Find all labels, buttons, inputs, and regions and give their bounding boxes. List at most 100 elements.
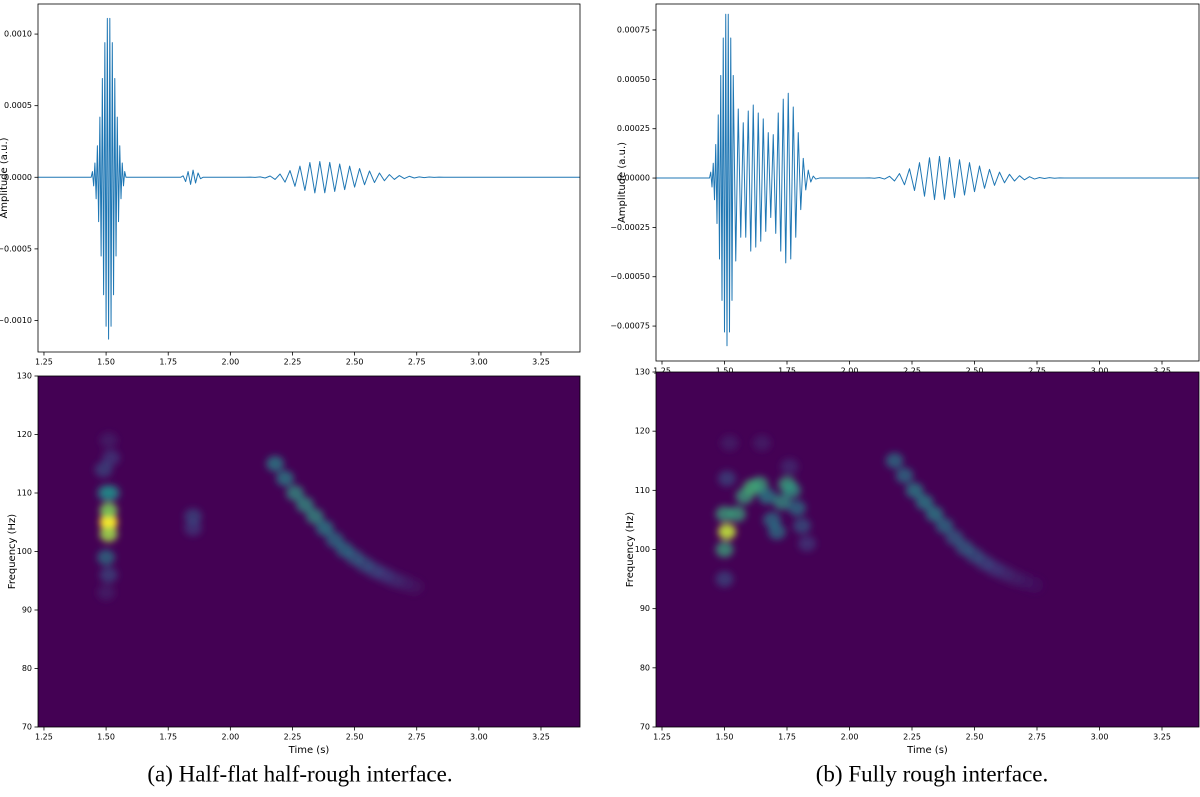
- energy-blob: [97, 549, 116, 566]
- plot-area: [38, 376, 580, 727]
- energy-blob: [758, 488, 776, 505]
- x-tick-label: 2.00: [841, 367, 859, 376]
- y-axis-label: Frequency (Hz): [625, 512, 636, 588]
- energy-blob: [102, 449, 121, 466]
- energy-blob: [285, 485, 304, 501]
- y-axis-label: Amplitude (a.u.): [0, 137, 10, 218]
- y-tick-label: 80: [22, 664, 32, 673]
- x-tick-label: 1.50: [716, 367, 734, 376]
- x-tick-label: 2.00: [841, 733, 859, 742]
- x-tick-label: 3.00: [1091, 367, 1109, 376]
- energy-blob: [788, 500, 806, 517]
- y-tick-label: 120: [635, 427, 650, 436]
- y-tick-label: 120: [17, 430, 32, 439]
- panel: 1.25 1.50 1.75 2.00 2.25 2.50 2.75 3.00 3.25 70 80…: [625, 368, 1200, 756]
- x-tick-label: 2.50: [346, 358, 364, 367]
- energy-blob: [715, 541, 734, 558]
- panel: 1.25 1.50 1.75 2.00 2.25 2.50 2.75 3.00 3.25 0.00…: [610, 3, 1200, 376]
- energy: [94, 432, 424, 601]
- y-tick-label: 90: [640, 604, 650, 613]
- x-axis-label: Time (s): [906, 745, 948, 756]
- x-tick-label: 2.50: [966, 367, 984, 376]
- energy-blob: [768, 523, 786, 540]
- energy-blob: [97, 584, 116, 601]
- x-tick-label: 3.25: [532, 358, 550, 367]
- energy-blob: [718, 523, 736, 540]
- energy-blob: [102, 485, 121, 501]
- x-tick-label: 2.75: [408, 358, 426, 367]
- x-tick-label: 1.25: [653, 367, 671, 376]
- x-tick-label: 3.00: [470, 733, 488, 742]
- x-tick-label: 2.25: [284, 733, 302, 742]
- energy-blob: [715, 571, 734, 588]
- y-tick-label: 70: [22, 723, 32, 732]
- x-tick-label: 2.75: [1028, 733, 1046, 742]
- y-tick-label: 0.00025: [617, 124, 650, 133]
- panel: 1.25 1.50 1.75 2.00 2.25 2.50 2.75 3.00 3.25 70 80…: [7, 372, 581, 756]
- y-tick-label: 100: [635, 545, 650, 554]
- x-tick-label: 1.25: [35, 358, 53, 367]
- y-tick-label: 110: [635, 486, 650, 495]
- energy-blob: [773, 494, 791, 511]
- energy-blob: [184, 508, 203, 525]
- plot-area: [656, 13, 1199, 347]
- x-tick-label: 3.25: [532, 733, 550, 742]
- y-tick-label: 0.0010: [4, 30, 32, 39]
- caption: (a) Half-flat half-rough interface.: [147, 761, 452, 786]
- x-tick-label: 3.25: [1153, 367, 1171, 376]
- y-tick-label: 70: [640, 723, 650, 732]
- x-axis-label: Time (s): [288, 745, 330, 756]
- x-tick-label: 2.50: [966, 733, 984, 742]
- energy-blob: [780, 458, 799, 475]
- energy: [715, 435, 1044, 593]
- energy-blob: [184, 520, 203, 537]
- y-tick-label: −0.00025: [610, 223, 650, 232]
- energy-blob: [793, 517, 811, 534]
- y-tick-label: −0.00075: [610, 322, 650, 331]
- background: [656, 372, 1199, 727]
- energy-blob: [798, 535, 816, 552]
- energy-blob: [266, 455, 285, 472]
- x-tick-label: 2.00: [221, 358, 239, 367]
- plot-area: [38, 17, 580, 340]
- energy-blob: [750, 476, 769, 493]
- x-tick-label: 1.75: [159, 358, 177, 367]
- energy-blob: [315, 520, 334, 537]
- x-tick-label: 2.25: [284, 358, 302, 367]
- x-tick-label: 1.75: [778, 367, 796, 376]
- y-tick-label: 0.00000: [617, 174, 650, 183]
- x-tick-label: 1.25: [653, 733, 671, 742]
- y-tick-label: 80: [640, 663, 650, 672]
- energy-blob: [720, 435, 739, 451]
- energy-blob: [718, 470, 736, 487]
- y-axis-label: Amplitude (a.u.): [617, 142, 628, 223]
- energy-blob: [895, 467, 914, 484]
- x-tick-label: 1.50: [716, 733, 734, 742]
- x-tick-label: 1.50: [97, 733, 115, 742]
- energy-blob: [99, 514, 118, 531]
- x-tick-label: 3.00: [1091, 733, 1109, 742]
- y-axis-label: Frequency (Hz): [7, 514, 18, 590]
- energy-blob: [276, 470, 295, 487]
- x-tick-label: 1.25: [35, 733, 53, 742]
- frame: [37, 3, 581, 353]
- energy-blob: [728, 506, 746, 522]
- y-tick-label: 110: [17, 489, 32, 498]
- energy-blob: [99, 432, 118, 449]
- y-tick-label: 0.0005: [4, 101, 32, 110]
- background: [38, 376, 580, 727]
- energy-blob: [94, 461, 113, 478]
- energy-blob: [295, 496, 314, 513]
- x-tick-label: 2.75: [408, 733, 426, 742]
- x-tick-label: 1.75: [159, 733, 177, 742]
- energy-blob: [99, 566, 118, 583]
- x-tick-label: 3.00: [470, 358, 488, 367]
- energy-blob: [715, 506, 734, 522]
- y-tick-label: 100: [17, 547, 32, 556]
- panel: 1.25 1.50 1.75 2.00 2.25 2.50 2.75 3.00 3.25 0.00…: [0, 3, 581, 367]
- energy-blob: [99, 525, 118, 542]
- x-tick-label: 1.50: [97, 358, 115, 367]
- energy-blob: [915, 494, 934, 511]
- energy-blob: [305, 508, 324, 525]
